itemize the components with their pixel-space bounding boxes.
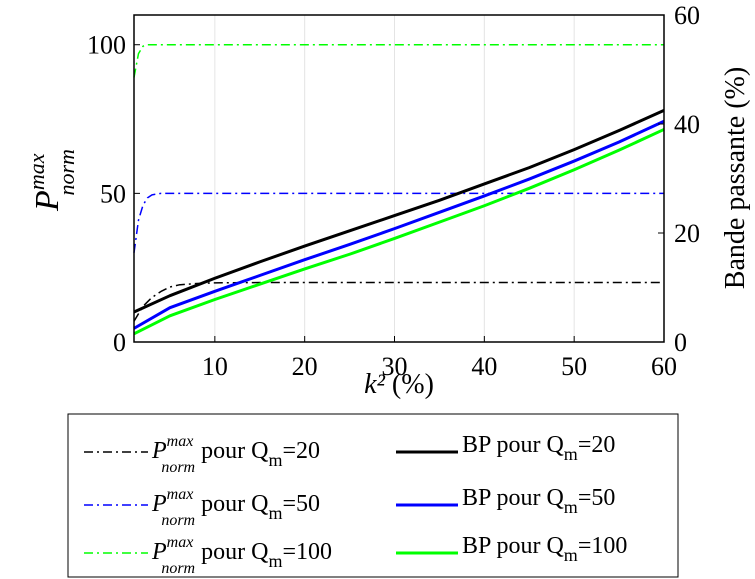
x-ticks: 10 20 30 40 50 60 xyxy=(202,336,677,381)
y-right-axis-label: Bande passante (%) xyxy=(720,67,751,289)
y-left-axis-label: Pmax norm xyxy=(24,149,79,212)
x-tick-label: 30 xyxy=(382,352,408,381)
x-axis-label-unit: (%) xyxy=(385,369,434,400)
legend-label-bp-q100: BP pour Qm=100 xyxy=(462,533,627,565)
y-left-label-sub: norm xyxy=(54,149,79,195)
legend-label-p-q100: Pmax norm pour Qm=100 xyxy=(151,534,332,577)
y-left-label-base: P xyxy=(29,190,66,212)
x-tick-label: 60 xyxy=(651,352,677,381)
y-right-tick-label: 20 xyxy=(674,219,700,248)
legend-label-p-q20: Pmax norm pour Qm=20 xyxy=(151,433,320,476)
x-axis-label: k² (%) xyxy=(364,369,434,400)
y-left-tick-label: 50 xyxy=(100,179,126,208)
x-tick-label: 40 xyxy=(471,352,497,381)
legend: Pmax norm pour Qm=20 BP pour Qm=20 Pmax no… xyxy=(67,413,679,578)
series-line-3 xyxy=(133,109,665,314)
y-right-tick-label: 0 xyxy=(674,328,687,357)
x-tick-label: 20 xyxy=(292,352,318,381)
y-right-ticks: 0 20 40 60 xyxy=(658,1,700,357)
y-right-label-text: Bande passante (%) xyxy=(720,67,751,289)
series-line-0 xyxy=(133,281,664,322)
legend-label-bp-q50: BP pour Qm=50 xyxy=(462,485,615,517)
x-axis-label-main: k² xyxy=(364,369,385,400)
y-right-tick-label: 60 xyxy=(674,1,700,30)
y-left-tick-label: 0 xyxy=(113,328,126,357)
y-left-ticks: 0 50 100 xyxy=(87,31,140,357)
x-tick-label: 50 xyxy=(561,352,587,381)
y-left-tick-label: 100 xyxy=(87,31,126,60)
plot-frame xyxy=(133,14,665,343)
x-tick-label: 10 xyxy=(202,352,228,381)
y-right-tick-label: 40 xyxy=(674,110,700,139)
series-line-5 xyxy=(133,128,665,336)
series-line-4 xyxy=(133,119,665,330)
series-line-2 xyxy=(133,43,664,78)
series-lines xyxy=(133,43,665,336)
legend-label-bp-q20: BP pour Qm=20 xyxy=(462,432,615,464)
x-gridlines xyxy=(214,15,665,342)
series-line-1 xyxy=(133,192,664,253)
y-left-label-sup: max xyxy=(24,153,49,190)
legend-frame xyxy=(67,413,679,578)
legend-label-p-q50: Pmax norm pour Qm=50 xyxy=(151,486,320,529)
